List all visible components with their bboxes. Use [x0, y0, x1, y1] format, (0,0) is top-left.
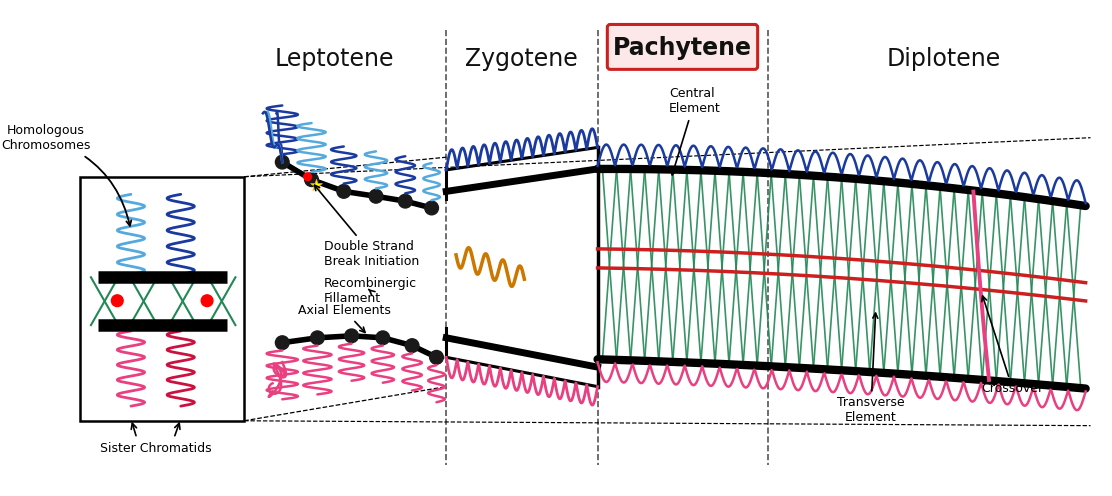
- FancyBboxPatch shape: [607, 24, 757, 69]
- Bar: [80, 177, 245, 421]
- Circle shape: [304, 173, 311, 181]
- Circle shape: [276, 155, 289, 169]
- Text: Transverse
Element: Transverse Element: [837, 313, 905, 425]
- Text: Crossover: Crossover: [982, 296, 1043, 395]
- Circle shape: [398, 194, 413, 208]
- Circle shape: [310, 331, 325, 345]
- Circle shape: [345, 329, 358, 343]
- Circle shape: [337, 185, 350, 198]
- Text: Zygotene: Zygotene: [465, 47, 578, 71]
- Text: Central
Element: Central Element: [668, 87, 721, 175]
- Point: [308, 181, 326, 188]
- Circle shape: [201, 295, 214, 307]
- Circle shape: [376, 331, 389, 345]
- Circle shape: [276, 336, 289, 350]
- Text: Sister Chromatids: Sister Chromatids: [100, 442, 211, 455]
- Circle shape: [425, 201, 438, 215]
- Text: Homologous
Chromosomes: Homologous Chromosomes: [1, 124, 131, 226]
- Circle shape: [369, 189, 383, 203]
- Text: Double Strand
Break Initiation: Double Strand Break Initiation: [315, 185, 419, 268]
- Circle shape: [405, 339, 419, 353]
- Text: Diplotene: Diplotene: [887, 47, 1001, 71]
- Circle shape: [429, 351, 444, 364]
- Circle shape: [111, 295, 123, 307]
- Text: Axial Elements: Axial Elements: [298, 304, 390, 332]
- Circle shape: [305, 173, 318, 186]
- Text: Leptotene: Leptotene: [275, 47, 394, 71]
- Text: Pachytene: Pachytene: [613, 36, 752, 60]
- Text: Recombinergic
Fillament: Recombinergic Fillament: [325, 277, 417, 305]
